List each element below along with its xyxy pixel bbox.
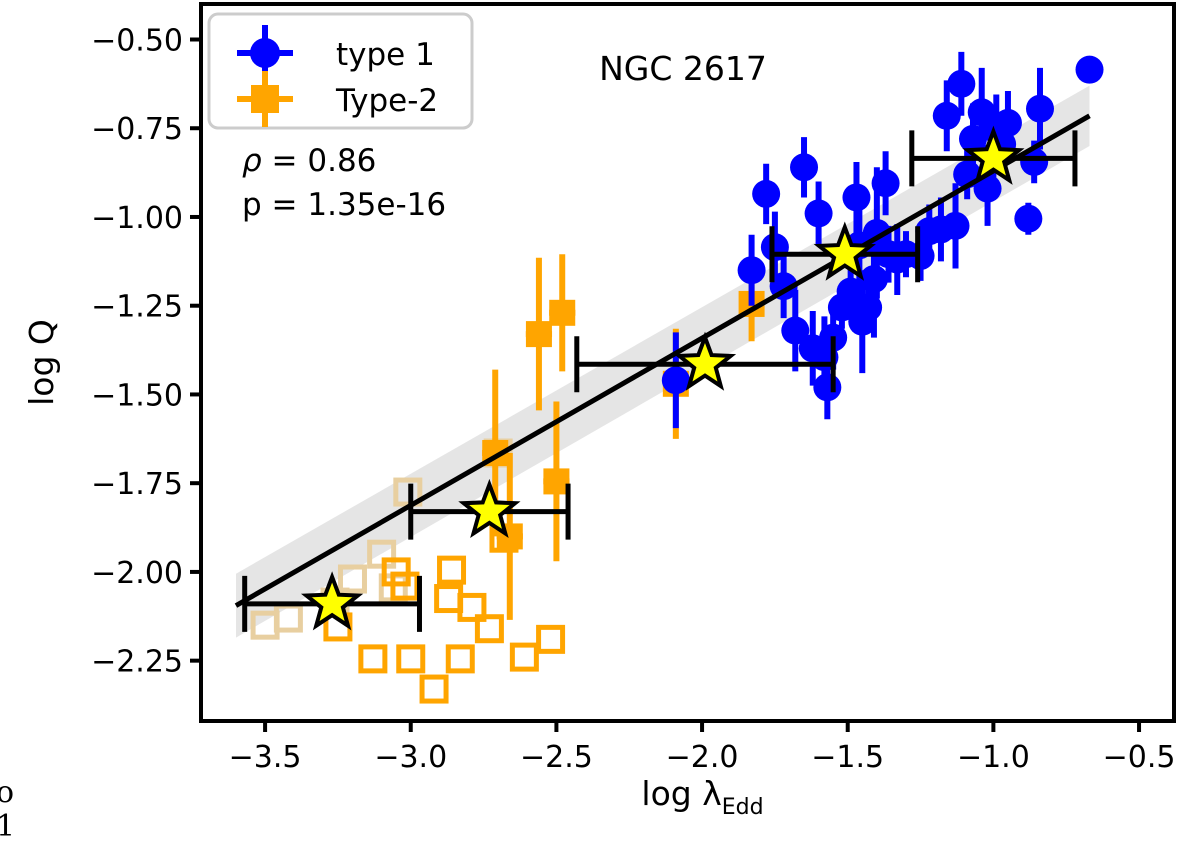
edge-text-fragment-2: 1 bbox=[0, 809, 16, 844]
circle-marker bbox=[859, 265, 888, 294]
fit-line bbox=[234, 113, 1091, 608]
y-tick-label: −1.50 bbox=[91, 378, 183, 413]
x-axis-label-subscript: Edd bbox=[722, 795, 764, 820]
circle-marker bbox=[813, 373, 842, 402]
y-tick-label: −0.50 bbox=[91, 23, 183, 58]
star-marker bbox=[458, 478, 521, 539]
circle-marker bbox=[752, 179, 781, 208]
circle-marker bbox=[932, 101, 961, 130]
plot-title: NGC 2617 bbox=[599, 49, 767, 88]
open-square-marker bbox=[437, 555, 467, 585]
y-tick-label: −1.25 bbox=[91, 290, 183, 325]
legend-item-1[interactable]: type 1 bbox=[237, 25, 435, 81]
y-tick-label: −1.00 bbox=[91, 201, 183, 236]
circle-marker bbox=[958, 124, 987, 153]
legend-label: Type-2 bbox=[335, 83, 438, 119]
circle-marker bbox=[1075, 55, 1104, 84]
x-axis-label-main: log λ bbox=[641, 774, 721, 813]
open-square-marker bbox=[434, 584, 464, 614]
legend: type 1 Type-2 bbox=[207, 12, 474, 130]
star-marker bbox=[300, 571, 364, 631]
open-square-marker bbox=[358, 644, 388, 674]
stats-annotation: ρ = 0.86 p = 1.35e-16 bbox=[242, 143, 446, 223]
circle-marker bbox=[1014, 204, 1043, 233]
x-tick-label: −3.0 bbox=[374, 740, 447, 775]
circle-marker bbox=[781, 316, 810, 345]
open-square-marker bbox=[367, 539, 397, 569]
rho-value: = 0.86 bbox=[262, 143, 377, 179]
rho-symbol: ρ bbox=[242, 143, 262, 179]
circle-marker bbox=[737, 256, 766, 285]
legend-square-marker bbox=[251, 85, 279, 113]
type1-points bbox=[661, 51, 1104, 429]
circle-marker bbox=[798, 334, 827, 363]
binned-median-markers bbox=[242, 125, 1078, 632]
open-square-marker bbox=[337, 564, 367, 594]
star-marker bbox=[962, 125, 1025, 185]
square-marker bbox=[543, 468, 570, 495]
circle-marker bbox=[661, 366, 690, 395]
open-square-marker bbox=[390, 571, 420, 601]
y-tick-label: −1.75 bbox=[91, 467, 183, 502]
star-marker bbox=[673, 331, 737, 391]
x-tick-label: −0.5 bbox=[1103, 740, 1176, 775]
x-axis-label: log λEdd bbox=[641, 774, 763, 820]
x-tick-label: −1.0 bbox=[957, 740, 1030, 775]
x-tick-label: −3.5 bbox=[229, 740, 302, 775]
axes-frame bbox=[199, 2, 1176, 723]
legend-circle-marker bbox=[250, 38, 280, 68]
circle-marker bbox=[804, 199, 833, 228]
open-square-marker bbox=[393, 477, 423, 507]
circle-marker bbox=[915, 217, 944, 246]
star-marker bbox=[813, 221, 876, 281]
correlation-coefficient: ρ = 0.86 bbox=[242, 143, 376, 179]
axis-ticks: −3.5 −3.0 −2.5 −2.0 −1.5 −1.0 −0.5 −0.50 −0.75 −1… bbox=[91, 23, 1175, 775]
circle-marker bbox=[848, 307, 877, 336]
circle-marker bbox=[871, 169, 900, 198]
open-square-marker bbox=[445, 644, 475, 674]
circle-marker bbox=[790, 153, 819, 182]
circle-marker bbox=[827, 293, 856, 322]
open-square-marker bbox=[536, 624, 566, 654]
edge-text-fragment-1: o bbox=[0, 775, 15, 810]
open-square-marker bbox=[509, 642, 539, 672]
open-square-marker bbox=[474, 614, 504, 644]
circle-marker bbox=[760, 233, 789, 262]
plot-area bbox=[234, 51, 1104, 704]
circle-marker bbox=[1020, 147, 1049, 176]
open-square-marker bbox=[419, 674, 449, 704]
circle-marker bbox=[967, 98, 996, 127]
legend-item-2[interactable]: Type-2 bbox=[237, 71, 438, 127]
y-tick-label: −0.75 bbox=[91, 112, 183, 147]
x-tick-label: −2.0 bbox=[666, 740, 739, 775]
y-tick-label: −2.00 bbox=[91, 556, 183, 591]
open-square-marker bbox=[396, 644, 426, 674]
circle-marker bbox=[1025, 94, 1054, 123]
circle-marker bbox=[973, 174, 1002, 203]
legend-label: type 1 bbox=[336, 37, 435, 73]
y-axis-label: log Q bbox=[22, 319, 61, 406]
circle-marker bbox=[842, 183, 871, 212]
open-square-marker bbox=[457, 592, 487, 622]
circle-marker bbox=[947, 69, 976, 98]
square-marker bbox=[525, 321, 552, 348]
x-tick-label: −1.5 bbox=[811, 740, 884, 775]
x-tick-label: −2.5 bbox=[520, 740, 593, 775]
y-tick-label: −2.25 bbox=[91, 645, 183, 680]
square-marker bbox=[549, 299, 576, 326]
p-value: p = 1.35e-16 bbox=[242, 187, 446, 223]
